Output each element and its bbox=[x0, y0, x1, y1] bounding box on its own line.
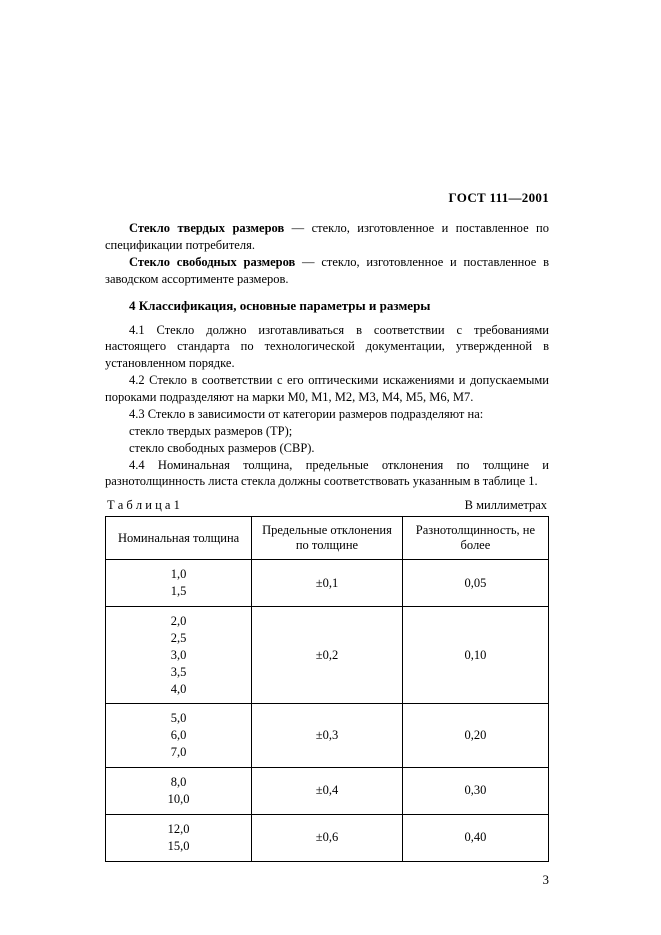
definition-2: Стекло свободных размеров — стекло, изго… bbox=[105, 254, 549, 288]
table-header-col1: Номинальная толщина bbox=[106, 517, 252, 560]
table-row: 1,01,5 ±0,1 0,05 bbox=[106, 560, 549, 607]
cell: 0,05 bbox=[402, 560, 548, 607]
table-caption-row: Т а б л и ц а 1 В миллиметрах bbox=[105, 498, 549, 513]
table-row: 12,015,0 ±0,6 0,40 bbox=[106, 814, 549, 861]
def2-term: Стекло свободных размеров bbox=[129, 255, 295, 269]
cell: ±0,6 bbox=[252, 814, 403, 861]
table-header-col3: Разнотолщинность, не более bbox=[402, 517, 548, 560]
cell: 12,015,0 bbox=[112, 821, 245, 855]
para-4-3c: стекло свободных размеров (СВР). bbox=[105, 440, 549, 457]
para-4-2: 4.2 Стекло в соответствии с его оптическ… bbox=[105, 372, 549, 406]
cell: 2,02,53,03,54,0 bbox=[112, 613, 245, 697]
cell: 0,20 bbox=[402, 704, 548, 768]
cell: ±0,1 bbox=[252, 560, 403, 607]
table-row: 2,02,53,03,54,0 ±0,2 0,10 bbox=[106, 607, 549, 704]
table-units: В миллиметрах bbox=[465, 498, 547, 513]
para-4-4: 4.4 Номинальная толщина, предельные откл… bbox=[105, 457, 549, 491]
page-content: ГОСТ 111—2001 Стекло твердых размеров — … bbox=[105, 190, 549, 888]
cell: ±0,2 bbox=[252, 607, 403, 704]
para-4-3b: стекло твердых размеров (ТР); bbox=[105, 423, 549, 440]
cell: ±0,4 bbox=[252, 768, 403, 815]
cell: 0,30 bbox=[402, 768, 548, 815]
para-4-3a: 4.3 Стекло в зависимости от категории ра… bbox=[105, 406, 549, 423]
def1-term: Стекло твердых размеров bbox=[129, 221, 284, 235]
table-1: Номинальная толщина Предельные отклонени… bbox=[105, 516, 549, 861]
para-4-1: 4.1 Стекло должно изготавливаться в соот… bbox=[105, 322, 549, 373]
section-title: 4 Классификация, основные параметры и ра… bbox=[105, 298, 549, 314]
document-id: ГОСТ 111—2001 bbox=[105, 190, 549, 206]
table-header-row: Номинальная толщина Предельные отклонени… bbox=[106, 517, 549, 560]
table-row: 8,010,0 ±0,4 0,30 bbox=[106, 768, 549, 815]
cell: 0,40 bbox=[402, 814, 548, 861]
page-number: 3 bbox=[105, 872, 549, 888]
table-row: 5,06,07,0 ±0,3 0,20 bbox=[106, 704, 549, 768]
cell: 1,01,5 bbox=[112, 566, 245, 600]
cell: ±0,3 bbox=[252, 704, 403, 768]
cell: 0,10 bbox=[402, 607, 548, 704]
table-label: Т а б л и ц а 1 bbox=[107, 498, 180, 513]
definition-1: Стекло твердых размеров — стекло, изгото… bbox=[105, 220, 549, 254]
cell: 5,06,07,0 bbox=[112, 710, 245, 761]
cell: 8,010,0 bbox=[112, 774, 245, 808]
table-header-col2: Предельные отклонения по толщине bbox=[252, 517, 403, 560]
